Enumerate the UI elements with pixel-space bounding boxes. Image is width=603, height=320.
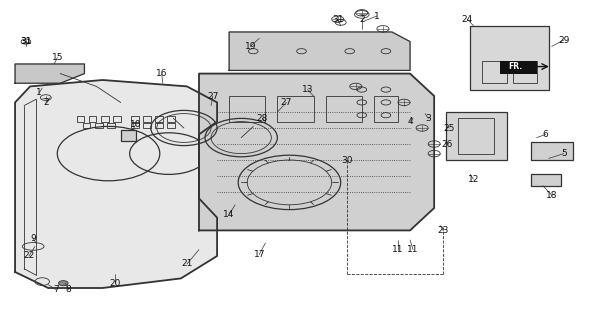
Bar <box>131 116 139 122</box>
Text: 4: 4 <box>407 117 413 126</box>
Text: 20: 20 <box>109 279 120 288</box>
Text: 19: 19 <box>244 42 256 51</box>
Text: 10: 10 <box>130 120 142 129</box>
Circle shape <box>58 281 68 286</box>
Bar <box>167 123 175 128</box>
Text: 17: 17 <box>253 250 265 259</box>
Text: 3: 3 <box>425 114 431 123</box>
Polygon shape <box>229 32 410 70</box>
Text: 15: 15 <box>51 53 63 62</box>
Bar <box>326 96 362 122</box>
Text: 31: 31 <box>20 37 32 46</box>
Text: 2: 2 <box>359 15 365 24</box>
Text: 9: 9 <box>30 234 36 243</box>
Text: 12: 12 <box>468 175 479 184</box>
Bar <box>131 123 139 128</box>
Text: 5: 5 <box>561 149 567 158</box>
Text: 28: 28 <box>257 114 268 123</box>
Bar <box>83 123 90 128</box>
Text: 25: 25 <box>444 124 455 132</box>
Text: 24: 24 <box>462 15 473 24</box>
Polygon shape <box>199 74 434 230</box>
Bar <box>374 96 398 122</box>
Bar <box>458 118 494 154</box>
Bar <box>531 174 561 186</box>
Bar <box>277 96 314 122</box>
Bar <box>500 61 537 74</box>
Bar <box>482 61 507 83</box>
Text: 27: 27 <box>207 92 218 100</box>
Bar <box>155 116 163 122</box>
Bar <box>167 116 175 122</box>
Bar <box>446 112 507 160</box>
Bar <box>89 116 96 122</box>
Polygon shape <box>15 80 217 288</box>
Text: 14: 14 <box>224 210 235 219</box>
Text: 21: 21 <box>182 260 192 268</box>
Bar <box>101 116 109 122</box>
Text: 6: 6 <box>543 130 549 139</box>
Bar <box>470 26 549 90</box>
Text: 16: 16 <box>156 69 168 78</box>
Text: 22: 22 <box>24 252 34 260</box>
Text: 31: 31 <box>332 15 344 24</box>
Text: 23: 23 <box>438 226 449 235</box>
Bar <box>531 142 573 160</box>
Text: 30: 30 <box>341 156 353 164</box>
Bar <box>77 116 84 122</box>
Text: 7: 7 <box>53 285 59 294</box>
Bar <box>95 123 103 128</box>
Text: 31: 31 <box>20 37 32 46</box>
Text: 11: 11 <box>407 245 419 254</box>
Text: 1: 1 <box>36 88 42 97</box>
Bar <box>107 123 115 128</box>
Bar <box>113 116 121 122</box>
Text: FR.: FR. <box>508 62 523 71</box>
Text: 27: 27 <box>281 98 292 107</box>
Bar <box>121 130 136 141</box>
Text: 8: 8 <box>66 285 72 294</box>
Text: 26: 26 <box>442 140 453 148</box>
Bar <box>143 116 151 122</box>
Bar <box>155 123 163 128</box>
Text: 18: 18 <box>546 191 558 200</box>
Text: 1: 1 <box>374 12 380 20</box>
Text: 11: 11 <box>392 245 404 254</box>
Bar <box>229 96 265 122</box>
Polygon shape <box>15 64 84 83</box>
Bar <box>143 123 151 128</box>
Text: 13: 13 <box>302 85 314 94</box>
Text: 29: 29 <box>558 36 569 44</box>
Bar <box>513 61 537 83</box>
Text: 2: 2 <box>43 98 49 107</box>
